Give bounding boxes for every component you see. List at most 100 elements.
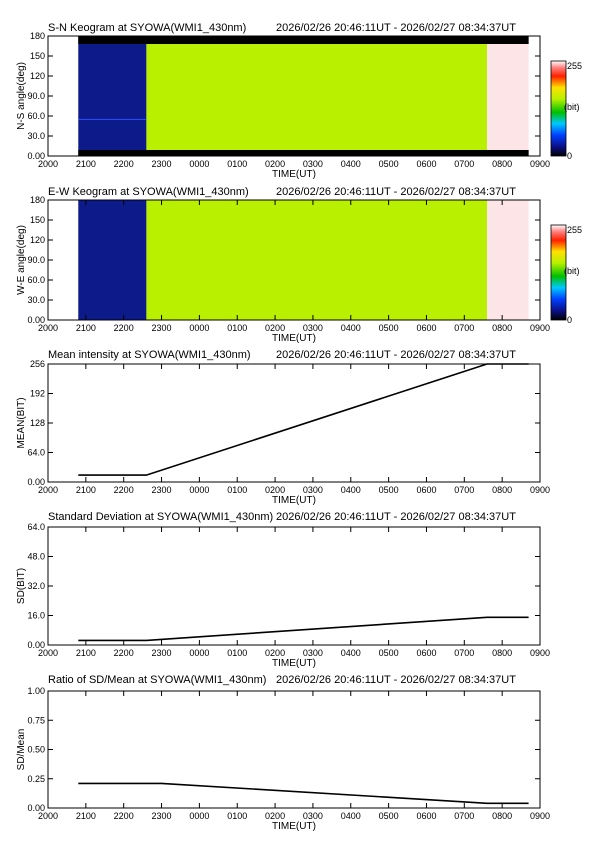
x-axis-label: TIME(UT): [272, 821, 316, 832]
x-tick-label: 0000: [189, 159, 209, 169]
x-tick-label: 0800: [492, 648, 512, 658]
y-axis-label: MEAN(BIT): [16, 397, 27, 448]
x-tick-label: 0300: [303, 159, 323, 169]
x-tick-label: 2100: [76, 485, 96, 495]
y-tick-label: 0.75: [27, 715, 45, 725]
chart-title: Ratio of SD/Mean at SYOWA(WMI1_430nm): [48, 674, 266, 686]
x-tick-label: 2300: [152, 159, 172, 169]
x-tick-label: 0700: [454, 648, 474, 658]
colorbar-max-label: 255: [567, 225, 582, 235]
x-tick-label: 0100: [227, 648, 247, 658]
x-tick-label: 2300: [152, 323, 172, 333]
x-tick-label: 2200: [114, 159, 134, 169]
x-tick-label: 2100: [76, 648, 96, 658]
x-tick-label: 2200: [114, 485, 134, 495]
x-tick-label: 0400: [341, 323, 361, 333]
x-tick-label: 0600: [416, 811, 436, 821]
x-tick-label: 2300: [152, 485, 172, 495]
chart-title: E-W Keogram at SYOWA(WMI1_430nm): [48, 186, 249, 198]
keogram-segment: [78, 200, 147, 320]
keogram-segment: [487, 200, 529, 320]
x-tick-label: 0100: [227, 323, 247, 333]
colorbar: [550, 60, 567, 157]
x-tick-label: 0700: [454, 811, 474, 821]
y-tick-label: 120: [30, 235, 45, 245]
x-tick-label: 2100: [76, 323, 96, 333]
y-tick-label: 128: [30, 418, 45, 428]
x-tick-label: 0100: [227, 159, 247, 169]
y-tick-label: 0.00: [27, 477, 45, 487]
chart-title: Mean intensity at SYOWA(WMI1_430nm): [48, 349, 251, 361]
y-tick-label: 0.00: [27, 640, 45, 650]
x-tick-label: 0800: [492, 811, 512, 821]
x-tick-label: 0400: [341, 159, 361, 169]
x-tick-label: 0600: [416, 648, 436, 658]
x-tick-label: 0800: [492, 485, 512, 495]
x-tick-label: 0600: [416, 159, 436, 169]
y-tick-label: 1.00: [27, 686, 45, 696]
keogram-segment: [146, 200, 488, 320]
y-tick-label: 0.00: [27, 151, 45, 161]
y-tick-label: 0.25: [27, 774, 45, 784]
colorbar: [550, 224, 567, 321]
panel-4: Standard Deviation at SYOWA(WMI1_430nm) 2…: [16, 511, 550, 669]
x-tick-label: 0100: [227, 811, 247, 821]
x-tick-label: 0300: [303, 485, 323, 495]
x-tick-label: 0900: [530, 811, 550, 821]
time-range: 2026/02/26 20:46:11UT - 2026/02/27 08:34…: [276, 186, 516, 198]
y-axis-label: SD/Mean: [16, 729, 27, 771]
panel-2: E-W Keogram at SYOWA(WMI1_430nm) 2026/02/…: [16, 186, 582, 344]
x-tick-label: 2000: [38, 648, 58, 658]
chart-title: S-N Keogram at SYOWA(WMI1_430nm): [48, 22, 246, 34]
colorbar-min-label: 0: [567, 151, 572, 161]
x-tick-label: 2100: [76, 159, 96, 169]
plot-frame: [47, 690, 541, 809]
colorbar-unit-label: (bit): [564, 266, 580, 276]
x-tick-label: 0500: [379, 323, 399, 333]
x-tick-label: 0700: [454, 323, 474, 333]
x-tick-label: 0100: [227, 485, 247, 495]
x-tick-label: 0900: [530, 323, 550, 333]
x-tick-label: 0400: [341, 648, 361, 658]
keogram-segment: [78, 36, 147, 156]
x-axis-label: TIME(UT): [272, 169, 316, 180]
x-tick-label: 2000: [38, 323, 58, 333]
x-tick-label: 0500: [379, 485, 399, 495]
y-axis-label: SD(BIT): [16, 568, 27, 604]
x-tick-label: 0800: [492, 323, 512, 333]
y-tick-label: 60.0: [27, 111, 45, 121]
panel-3: Mean intensity at SYOWA(WMI1_430nm) 2026/…: [16, 349, 550, 506]
x-tick-label: 0700: [454, 485, 474, 495]
panel-5: Ratio of SD/Mean at SYOWA(WMI1_430nm) 202…: [16, 674, 550, 832]
y-tick-label: 256: [30, 359, 45, 369]
y-tick-label: 180: [30, 31, 45, 41]
x-tick-label: 0300: [303, 323, 323, 333]
plot-frame: [47, 363, 541, 483]
x-tick-label: 0400: [341, 485, 361, 495]
time-range: 2026/02/26 20:46:11UT - 2026/02/27 08:34…: [276, 511, 516, 523]
y-tick-label: 192: [30, 389, 45, 399]
time-range: 2026/02/26 20:46:11UT - 2026/02/27 08:34…: [276, 674, 516, 686]
series-line: [78, 363, 529, 476]
y-tick-label: 60.0: [27, 275, 45, 285]
y-tick-label: 120: [30, 71, 45, 81]
colorbar-max-label: 255: [567, 61, 582, 71]
x-axis-label: TIME(UT): [272, 658, 316, 669]
x-tick-label: 2000: [38, 811, 58, 821]
y-axis-label: W-E angle(deg): [16, 225, 27, 295]
x-tick-label: 0200: [265, 648, 285, 658]
x-tick-label: 0000: [189, 485, 209, 495]
x-tick-label: 0600: [416, 485, 436, 495]
x-tick-label: 0500: [379, 811, 399, 821]
keogram-bottom-band: [78, 150, 529, 156]
x-tick-label: 0200: [265, 811, 285, 821]
plot-frame: [47, 526, 541, 646]
y-tick-label: 30.0: [27, 131, 45, 141]
y-tick-label: 30.0: [27, 295, 45, 305]
y-tick-label: 0.00: [27, 803, 45, 813]
x-tick-label: 2300: [152, 811, 172, 821]
chart-title: Standard Deviation at SYOWA(WMI1_430nm): [48, 511, 273, 523]
series-line: [78, 616, 529, 642]
x-tick-label: 0500: [379, 648, 399, 658]
y-tick-label: 90.0: [27, 255, 45, 265]
